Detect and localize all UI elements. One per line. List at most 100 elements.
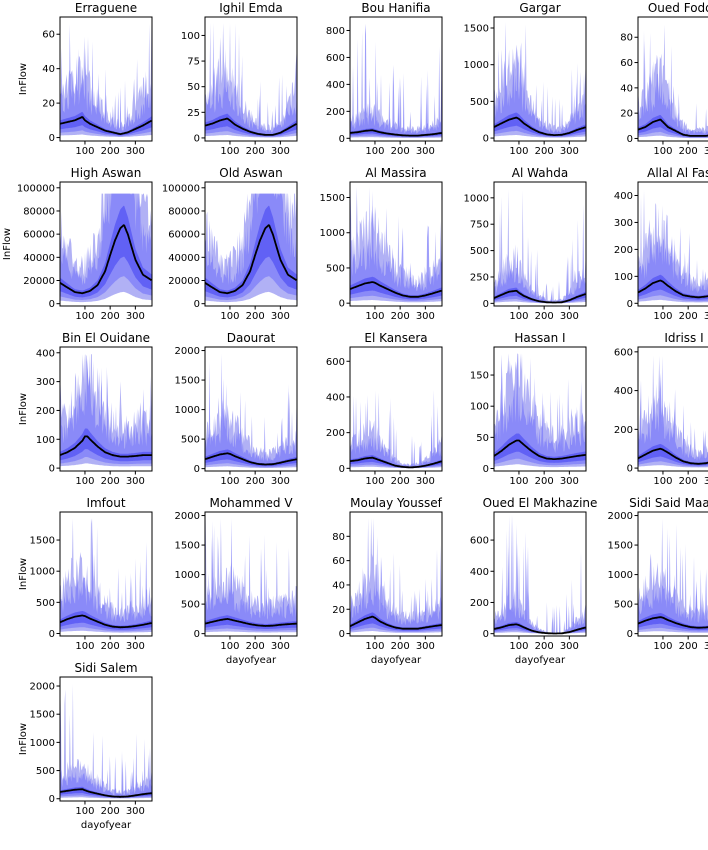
x-tick-label: 300 bbox=[271, 641, 290, 652]
y-tick-label: 100 bbox=[36, 435, 55, 446]
x-tick-label: 300 bbox=[126, 146, 145, 157]
x-axis-label: dayofyear bbox=[515, 655, 566, 666]
axes-frame bbox=[637, 16, 708, 142]
y-tick-label: 0 bbox=[194, 133, 200, 144]
x-tick-label: 100 bbox=[75, 641, 94, 652]
y-tick-label: 40 bbox=[42, 64, 55, 75]
panel-title: Imfout bbox=[86, 496, 125, 510]
band-outer bbox=[60, 684, 152, 799]
x-tick-label: 300 bbox=[416, 641, 435, 652]
y-tick-label: 0 bbox=[483, 134, 489, 145]
panel-title: Gargar bbox=[519, 1, 560, 15]
y-tick-label: 0 bbox=[49, 629, 55, 640]
y-tick-label: 100 bbox=[614, 272, 633, 283]
y-tick-label: 0 bbox=[49, 794, 55, 805]
x-tick-label: 100 bbox=[653, 311, 672, 322]
y-tick-label: 1000 bbox=[30, 567, 55, 578]
y-tick-label: 100000 bbox=[17, 183, 55, 194]
median-line bbox=[350, 281, 442, 298]
y-tick-label: 200 bbox=[326, 428, 345, 439]
median-line bbox=[205, 452, 297, 466]
x-tick-label: 300 bbox=[271, 146, 290, 157]
axes-frame bbox=[349, 181, 443, 307]
y-tick-label: 750 bbox=[470, 220, 489, 231]
y-tick-label: 0 bbox=[627, 629, 633, 640]
median-line bbox=[60, 614, 152, 629]
x-tick-label: 100 bbox=[220, 476, 239, 487]
y-tick-label: 0 bbox=[483, 299, 489, 310]
axes-frame bbox=[493, 16, 587, 142]
y-tick-label: 1000 bbox=[464, 193, 489, 204]
panel-10: Bin El Ouidane 100 200 300 0 100 200 300 400 InFl… bbox=[18, 331, 153, 487]
panel-14: Idriss I 100 200 300 0 200 400 600 bbox=[614, 331, 708, 487]
x-tick-label: 100 bbox=[509, 641, 528, 652]
x-tick-label: 100 bbox=[365, 146, 384, 157]
median-line bbox=[60, 435, 152, 458]
x-tick-label: 100 bbox=[653, 476, 672, 487]
x-tick-label: 300 bbox=[271, 311, 290, 322]
panel-7: Al Massira 100 200 300 0 500 1000 1500 bbox=[320, 166, 443, 322]
panel-title: Al Massira bbox=[365, 166, 426, 180]
plot-area bbox=[350, 518, 442, 633]
axes-frame bbox=[349, 16, 443, 142]
axes-frame bbox=[204, 346, 298, 472]
axes-frame bbox=[59, 511, 153, 637]
band-mid bbox=[60, 699, 152, 799]
y-tick-label: 150 bbox=[470, 371, 489, 382]
y-tick-label: 25 bbox=[187, 108, 200, 119]
y-tick-label: 0 bbox=[49, 133, 55, 144]
x-tick-label: 200 bbox=[246, 146, 265, 157]
y-tick-label: 1000 bbox=[30, 738, 55, 749]
x-tick-label: 100 bbox=[365, 641, 384, 652]
y-tick-label: 100 bbox=[181, 31, 200, 42]
panel-title: Daourat bbox=[227, 331, 276, 345]
y-tick-label: 60000 bbox=[168, 230, 200, 241]
panel-0: Erraguene 100 200 300 0 20 40 60 InFlow bbox=[18, 1, 153, 157]
axes-frame bbox=[637, 181, 708, 307]
plot-area bbox=[638, 518, 708, 633]
panel-title: El Kansera bbox=[364, 331, 427, 345]
median-line bbox=[638, 447, 708, 465]
median-line bbox=[638, 118, 708, 137]
x-tick-label: 200 bbox=[679, 641, 698, 652]
x-tick-label: 200 bbox=[101, 146, 120, 157]
band-outer bbox=[350, 518, 442, 633]
x-tick-label: 200 bbox=[535, 641, 554, 652]
panel-title: Hassan I bbox=[514, 331, 565, 345]
x-tick-label: 200 bbox=[101, 806, 120, 817]
panel-title: Oued El Makhazine bbox=[483, 496, 598, 510]
median-line bbox=[350, 456, 442, 469]
y-tick-label: 300 bbox=[614, 218, 633, 229]
median-line bbox=[205, 224, 297, 295]
y-tick-label: 40000 bbox=[168, 253, 200, 264]
x-tick-label: 300 bbox=[416, 311, 435, 322]
band-mid bbox=[205, 23, 297, 137]
x-tick-label: 200 bbox=[391, 311, 410, 322]
y-tick-label: 500 bbox=[181, 435, 200, 446]
y-tick-label: 500 bbox=[36, 766, 55, 777]
x-tick-label: 100 bbox=[365, 476, 384, 487]
y-tick-label: 1000 bbox=[175, 405, 200, 416]
panel-13: Hassan I 100 200 300 0 50 100 150 bbox=[470, 331, 587, 487]
x-tick-label: 100 bbox=[220, 641, 239, 652]
y-tick-label: 100000 bbox=[162, 183, 200, 194]
band-mid bbox=[350, 23, 442, 138]
y-tick-label: 20 bbox=[620, 109, 633, 120]
x-axis-label: dayofyear bbox=[371, 655, 422, 666]
y-tick-label: 20 bbox=[42, 99, 55, 110]
median-line bbox=[638, 616, 708, 629]
band-mid bbox=[205, 518, 297, 631]
y-tick-label: 1500 bbox=[175, 541, 200, 552]
axes-frame bbox=[59, 346, 153, 472]
y-axis-label: InFlow bbox=[18, 558, 29, 590]
panel-11: Daourat 100 200 300 0 500 1000 1500 2000 bbox=[175, 331, 298, 487]
x-tick-label: 300 bbox=[560, 146, 579, 157]
y-tick-label: 300 bbox=[36, 377, 55, 388]
x-tick-label: 100 bbox=[653, 641, 672, 652]
band-mid bbox=[205, 353, 297, 468]
panel-17: Moulay Youssef 100 200 300 0 20 40 60 80 dayofyea… bbox=[332, 496, 442, 666]
panel-title: Old Aswan bbox=[219, 166, 282, 180]
y-tick-label: 40 bbox=[620, 83, 633, 94]
y-tick-label: 0 bbox=[627, 134, 633, 145]
y-tick-label: 200 bbox=[614, 425, 633, 436]
